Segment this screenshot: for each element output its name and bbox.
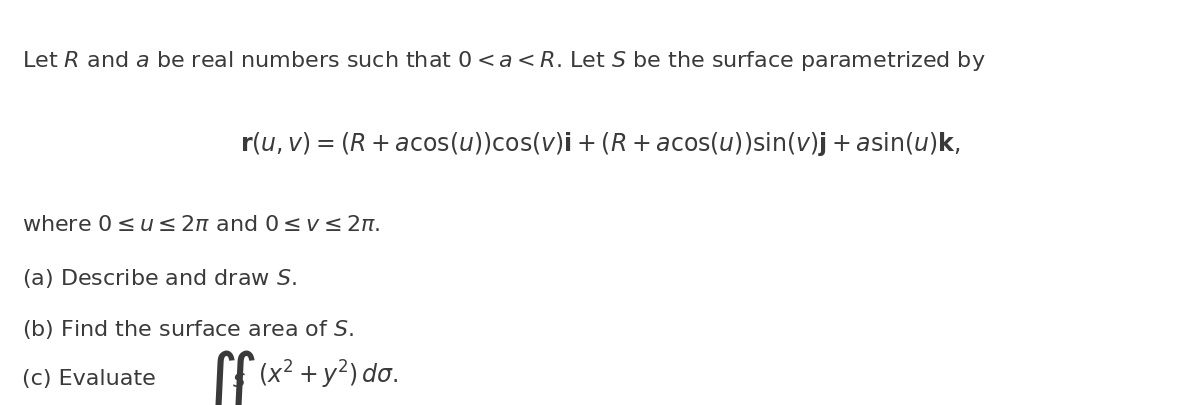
Text: (c) Evaluate: (c) Evaluate — [22, 369, 155, 388]
Text: $(x^2 + y^2)\, d\sigma.$: $(x^2 + y^2)\, d\sigma.$ — [258, 358, 398, 391]
Text: where $0 \leq u \leq 2\pi$ and $0 \leq v \leq 2\pi$.: where $0 \leq u \leq 2\pi$ and $0 \leq v… — [22, 215, 380, 234]
Text: $S$: $S$ — [232, 372, 245, 391]
Text: $\iint$: $\iint$ — [199, 348, 256, 405]
Text: (b) Find the surface area of $S$.: (b) Find the surface area of $S$. — [22, 318, 354, 341]
Text: (a) Describe and draw $S$.: (a) Describe and draw $S$. — [22, 267, 296, 290]
Text: Let $R$ and $a$ be real numbers such that $0 < a < R$. Let $S$ be the surface pa: Let $R$ and $a$ be real numbers such tha… — [22, 49, 985, 72]
Text: $\mathbf{r}(u, v) = (R + a\cos(u))\cos(v)\mathbf{i} + (R + a\cos(u))\sin(v)\math: $\mathbf{r}(u, v) = (R + a\cos(u))\cos(v… — [240, 130, 960, 158]
